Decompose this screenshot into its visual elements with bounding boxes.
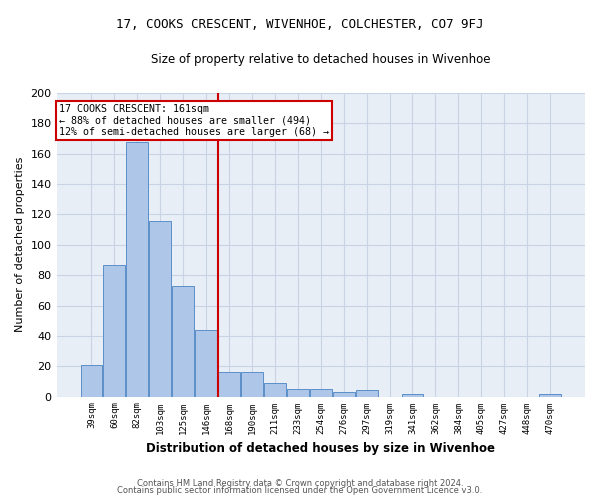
X-axis label: Distribution of detached houses by size in Wivenhoe: Distribution of detached houses by size …	[146, 442, 495, 455]
Bar	[264, 383, 286, 396]
Bar	[241, 372, 263, 396]
Bar	[80, 364, 103, 396]
Text: Contains public sector information licensed under the Open Government Licence v3: Contains public sector information licen…	[118, 486, 482, 495]
Bar	[172, 286, 194, 397]
Bar	[310, 389, 332, 396]
Bar	[127, 142, 148, 396]
Text: 17 COOKS CRESCENT: 161sqm
← 88% of detached houses are smaller (494)
12% of semi: 17 COOKS CRESCENT: 161sqm ← 88% of detac…	[59, 104, 329, 137]
Bar	[103, 264, 125, 396]
Bar	[539, 394, 561, 396]
Y-axis label: Number of detached properties: Number of detached properties	[15, 157, 25, 332]
Text: 17, COOKS CRESCENT, WIVENHOE, COLCHESTER, CO7 9FJ: 17, COOKS CRESCENT, WIVENHOE, COLCHESTER…	[116, 18, 484, 30]
Bar	[401, 394, 424, 396]
Title: Size of property relative to detached houses in Wivenhoe: Size of property relative to detached ho…	[151, 52, 491, 66]
Bar	[195, 330, 217, 396]
Bar	[333, 392, 355, 396]
Text: Contains HM Land Registry data © Crown copyright and database right 2024.: Contains HM Land Registry data © Crown c…	[137, 478, 463, 488]
Bar	[287, 389, 309, 396]
Bar	[149, 220, 171, 396]
Bar	[356, 390, 377, 396]
Bar	[218, 372, 240, 396]
